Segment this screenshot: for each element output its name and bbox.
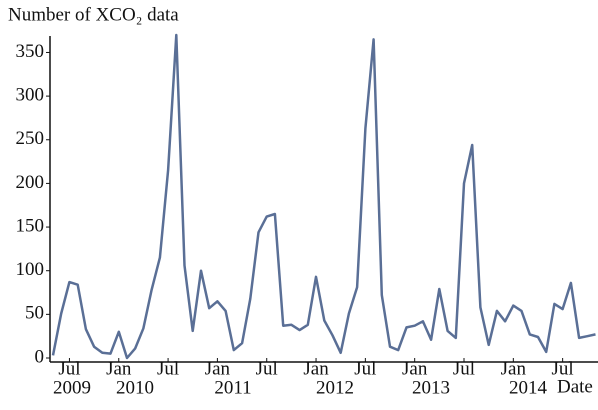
year-label: 2011 [214, 377, 251, 398]
x-tick-label: Jan [501, 358, 527, 379]
year-label: 2009 [53, 377, 91, 398]
x-tick-label: Jan [402, 358, 428, 379]
y-tick-label: 50 [25, 303, 44, 324]
x-tick-label: Jan [205, 358, 231, 379]
y-tick-label: 350 [16, 41, 45, 62]
y-tick-label: 100 [16, 259, 45, 280]
x-tick-label: Jul [354, 358, 376, 379]
y-tick-label: 250 [16, 128, 45, 149]
x-tick-label: Jul [453, 358, 475, 379]
year-label: 2012 [316, 377, 354, 398]
x-tick-label: Jul [256, 358, 278, 379]
year-label: 2014 [509, 377, 548, 398]
x-tick-label: Jul [552, 358, 574, 379]
y-tick-label: 200 [16, 172, 45, 193]
x-tick-label: Jul [157, 358, 179, 379]
y-tick-label: 150 [16, 215, 45, 236]
x-tick-label: Jan [106, 358, 132, 379]
x-axis-label: Date [557, 376, 593, 397]
year-label: 2010 [116, 377, 154, 398]
x-tick-label: Jul [58, 358, 80, 379]
data-line [51, 33, 596, 360]
y-tick-label: 0 [35, 346, 45, 367]
x-tick-label: Jan [303, 358, 329, 379]
y-tick-label: 300 [16, 84, 45, 105]
year-label: 2013 [412, 377, 450, 398]
y-axis-label: Number of XCO₂ data [8, 4, 179, 25]
